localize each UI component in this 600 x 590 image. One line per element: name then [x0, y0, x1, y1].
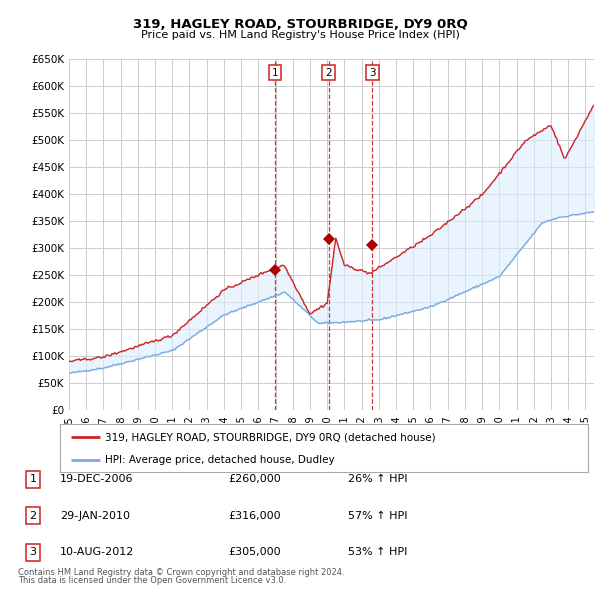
Text: 29-JAN-2010: 29-JAN-2010: [60, 511, 130, 520]
Text: 3: 3: [369, 67, 376, 77]
Text: 26% ↑ HPI: 26% ↑ HPI: [348, 474, 407, 484]
Text: 57% ↑ HPI: 57% ↑ HPI: [348, 511, 407, 520]
Text: 1: 1: [29, 474, 37, 484]
Text: 53% ↑ HPI: 53% ↑ HPI: [348, 548, 407, 557]
Text: 319, HAGLEY ROAD, STOURBRIDGE, DY9 0RQ (detached house): 319, HAGLEY ROAD, STOURBRIDGE, DY9 0RQ (…: [105, 432, 436, 442]
Text: £316,000: £316,000: [228, 511, 281, 520]
Text: £305,000: £305,000: [228, 548, 281, 557]
Text: 2: 2: [325, 67, 332, 77]
Text: This data is licensed under the Open Government Licence v3.0.: This data is licensed under the Open Gov…: [18, 576, 286, 585]
Text: HPI: Average price, detached house, Dudley: HPI: Average price, detached house, Dudl…: [105, 455, 335, 465]
Text: 3: 3: [29, 548, 37, 557]
Text: 19-DEC-2006: 19-DEC-2006: [60, 474, 133, 484]
Text: Price paid vs. HM Land Registry's House Price Index (HPI): Price paid vs. HM Land Registry's House …: [140, 30, 460, 40]
Text: 2: 2: [29, 511, 37, 520]
Text: 10-AUG-2012: 10-AUG-2012: [60, 548, 134, 557]
Text: 1: 1: [272, 67, 278, 77]
Text: Contains HM Land Registry data © Crown copyright and database right 2024.: Contains HM Land Registry data © Crown c…: [18, 568, 344, 577]
Text: 319, HAGLEY ROAD, STOURBRIDGE, DY9 0RQ: 319, HAGLEY ROAD, STOURBRIDGE, DY9 0RQ: [133, 18, 467, 31]
Text: £260,000: £260,000: [228, 474, 281, 484]
